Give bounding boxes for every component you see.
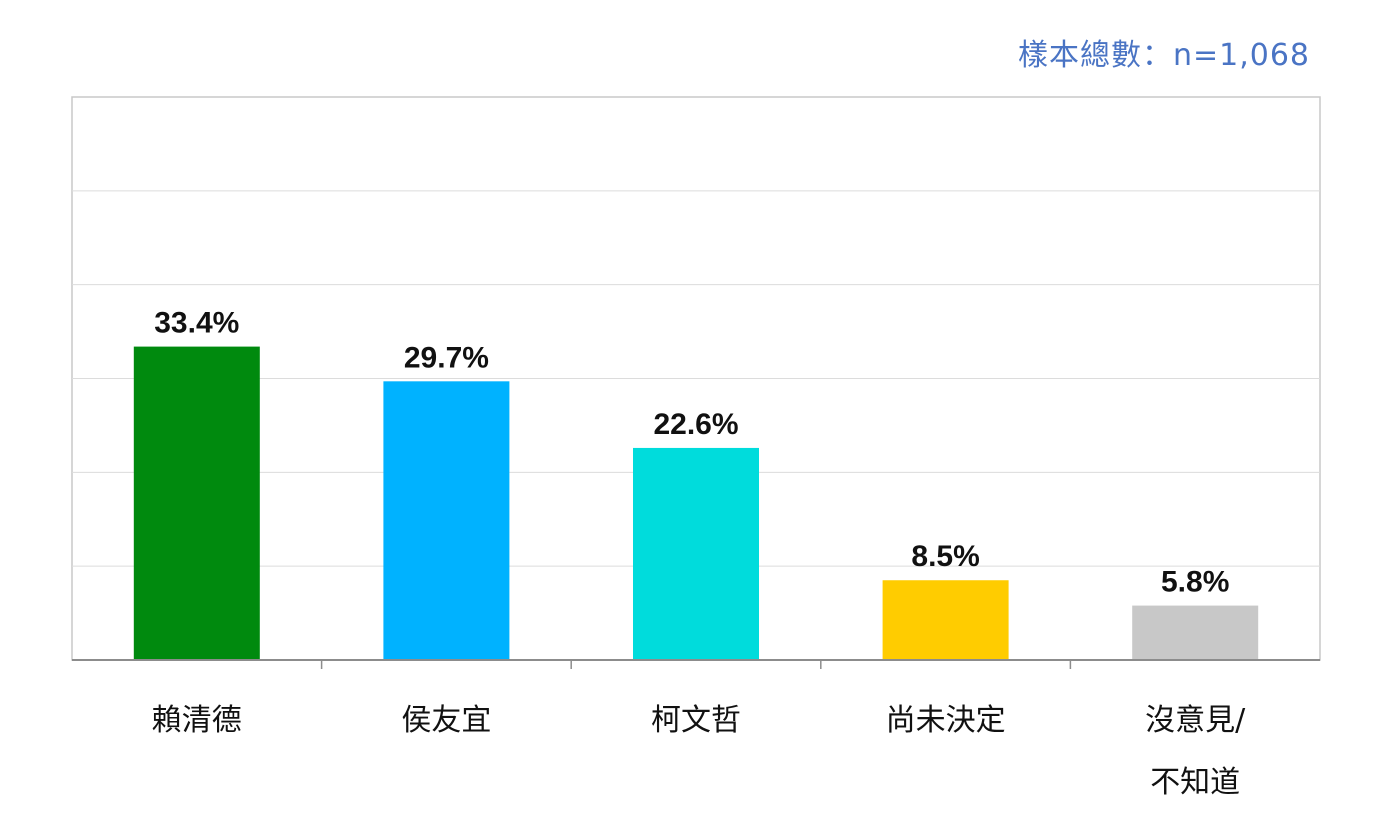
bars xyxy=(133,346,1259,660)
bar xyxy=(383,381,510,660)
category-label: 尚未決定 xyxy=(886,703,1006,738)
value-label: 8.5% xyxy=(911,540,979,573)
value-label: 29.7% xyxy=(404,341,489,374)
bar xyxy=(633,447,759,660)
value-label: 22.6% xyxy=(653,408,738,441)
category-label: 侯友宜 xyxy=(401,703,491,738)
bar xyxy=(882,580,1009,660)
sample-size-note: 樣本總數：n=1,068 xyxy=(1017,38,1310,73)
bar xyxy=(133,346,260,660)
category-label: 柯文哲 xyxy=(651,703,741,738)
value-label: 5.8% xyxy=(1161,566,1229,599)
category-label: 沒意見/ xyxy=(1145,703,1246,738)
value-label: 33.4% xyxy=(154,307,239,340)
category-labels: 賴清德 侯友宜 柯文哲 尚未決定 沒意見/不知道 xyxy=(152,703,1246,800)
category-label: 賴清德 xyxy=(152,703,242,738)
value-labels: 33.4% 29.7% 22.6% 8.5% 5.8% xyxy=(154,307,1229,599)
category-label: 不知道 xyxy=(1150,765,1240,800)
bar xyxy=(1132,605,1259,660)
x-axis-ticks xyxy=(320,660,1072,669)
